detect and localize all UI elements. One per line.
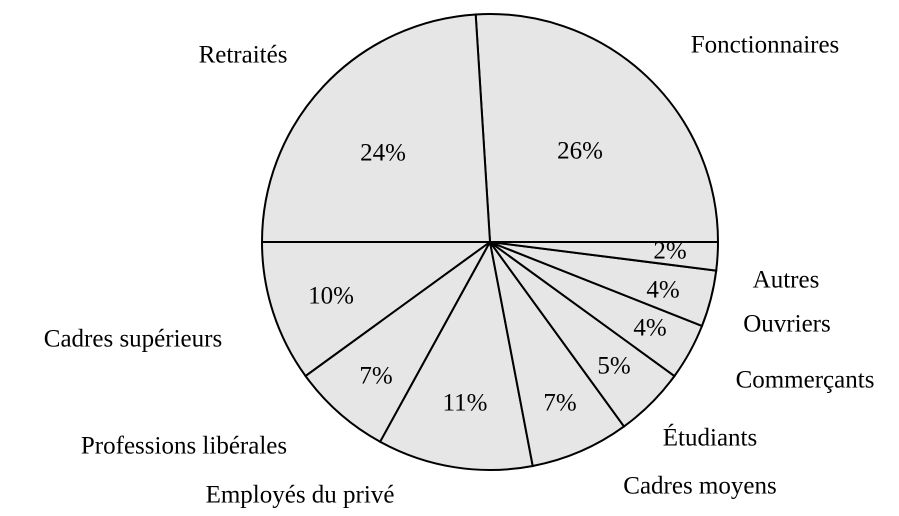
value-label: 11% — [443, 390, 488, 417]
value-label: 5% — [597, 353, 630, 380]
value-label: 2% — [653, 238, 686, 265]
pie-slice — [489, 241, 720, 272]
pie-slice — [260, 241, 494, 378]
pie-slice — [474, 13, 720, 243]
slice-label: Retraités — [199, 42, 288, 69]
value-label: 10% — [308, 283, 354, 310]
slice-label: Autres — [753, 267, 820, 294]
value-label: 26% — [557, 138, 603, 165]
slice-label: Cadres moyens — [623, 473, 776, 500]
slice-label: Commerçants — [736, 367, 875, 394]
value-label: 7% — [543, 390, 576, 417]
slice-label: Fonctionnaires — [691, 32, 840, 59]
value-label: 4% — [646, 277, 679, 304]
slice-label: Étudiants — [663, 424, 757, 452]
slice-label: Employés du privé — [206, 482, 395, 509]
value-label: 24% — [360, 140, 406, 167]
value-label: 7% — [359, 363, 392, 390]
pie-slice — [378, 239, 534, 471]
pie-slice — [260, 13, 492, 243]
slice-label: Cadres supérieurs — [44, 326, 222, 353]
slice-label: Professions libérales — [81, 433, 287, 460]
slice-label: Ouvriers — [743, 311, 830, 338]
value-label: 4% — [633, 315, 666, 342]
